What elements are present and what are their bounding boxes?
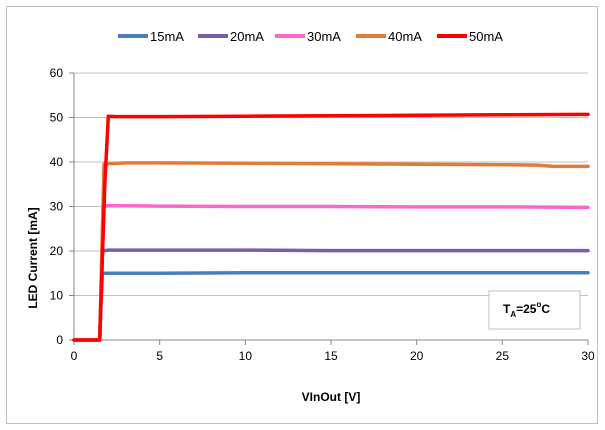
legend-label-20mA: 20mA — [230, 29, 264, 44]
x-axis-label: VInOut [V] — [302, 390, 361, 404]
y-tick-label-60: 60 — [50, 66, 64, 80]
temperature-annotation-main: T — [503, 302, 511, 316]
x-tick-label-10: 10 — [239, 349, 253, 363]
legend: 15mA 20mA 30mA 40mA 50mA — [118, 29, 503, 44]
annotation-box — [488, 290, 581, 330]
x-tick-label-25: 25 — [496, 349, 510, 363]
legend-label-40mA: 40mA — [388, 29, 422, 44]
y-tick-label-30: 30 — [50, 200, 64, 214]
plot-area — [488, 290, 581, 330]
x-tick-label-20: 20 — [410, 349, 424, 363]
legend-label-15mA: 15mA — [150, 29, 184, 44]
y-tick-label-10: 10 — [50, 289, 64, 303]
temperature-annotation-unit: C — [541, 302, 550, 316]
y-axis-label: LED Current [mA] — [26, 207, 40, 308]
temperature-annotation-sub: A — [510, 310, 516, 319]
temperature-annotation-value: =25 — [516, 302, 537, 316]
y-tick-label-50: 50 — [50, 111, 64, 125]
temperature-annotation: TA=25oC — [503, 300, 550, 319]
legend-label-50mA: 50mA — [469, 29, 503, 44]
series-line-50mA — [72, 112, 590, 342]
x-tick-label-15: 15 — [324, 349, 338, 363]
axes: 0 10 20 30 40 50 60 0 5 10 15 20 25 30 — [50, 66, 595, 363]
y-tick-label-0: 0 — [56, 333, 63, 347]
series-lines — [72, 112, 590, 342]
y-tick-label-20: 20 — [50, 244, 64, 258]
temperature-annotation-degree: o — [536, 300, 541, 309]
gridlines — [74, 72, 588, 296]
legend-label-30mA: 30mA — [307, 29, 341, 44]
x-tick-label-30: 30 — [581, 349, 595, 363]
y-tick-label-40: 40 — [50, 155, 64, 169]
x-tick-label-5: 5 — [156, 349, 163, 363]
x-tick-label-0: 0 — [71, 349, 78, 363]
series-line-40mA — [72, 161, 590, 342]
